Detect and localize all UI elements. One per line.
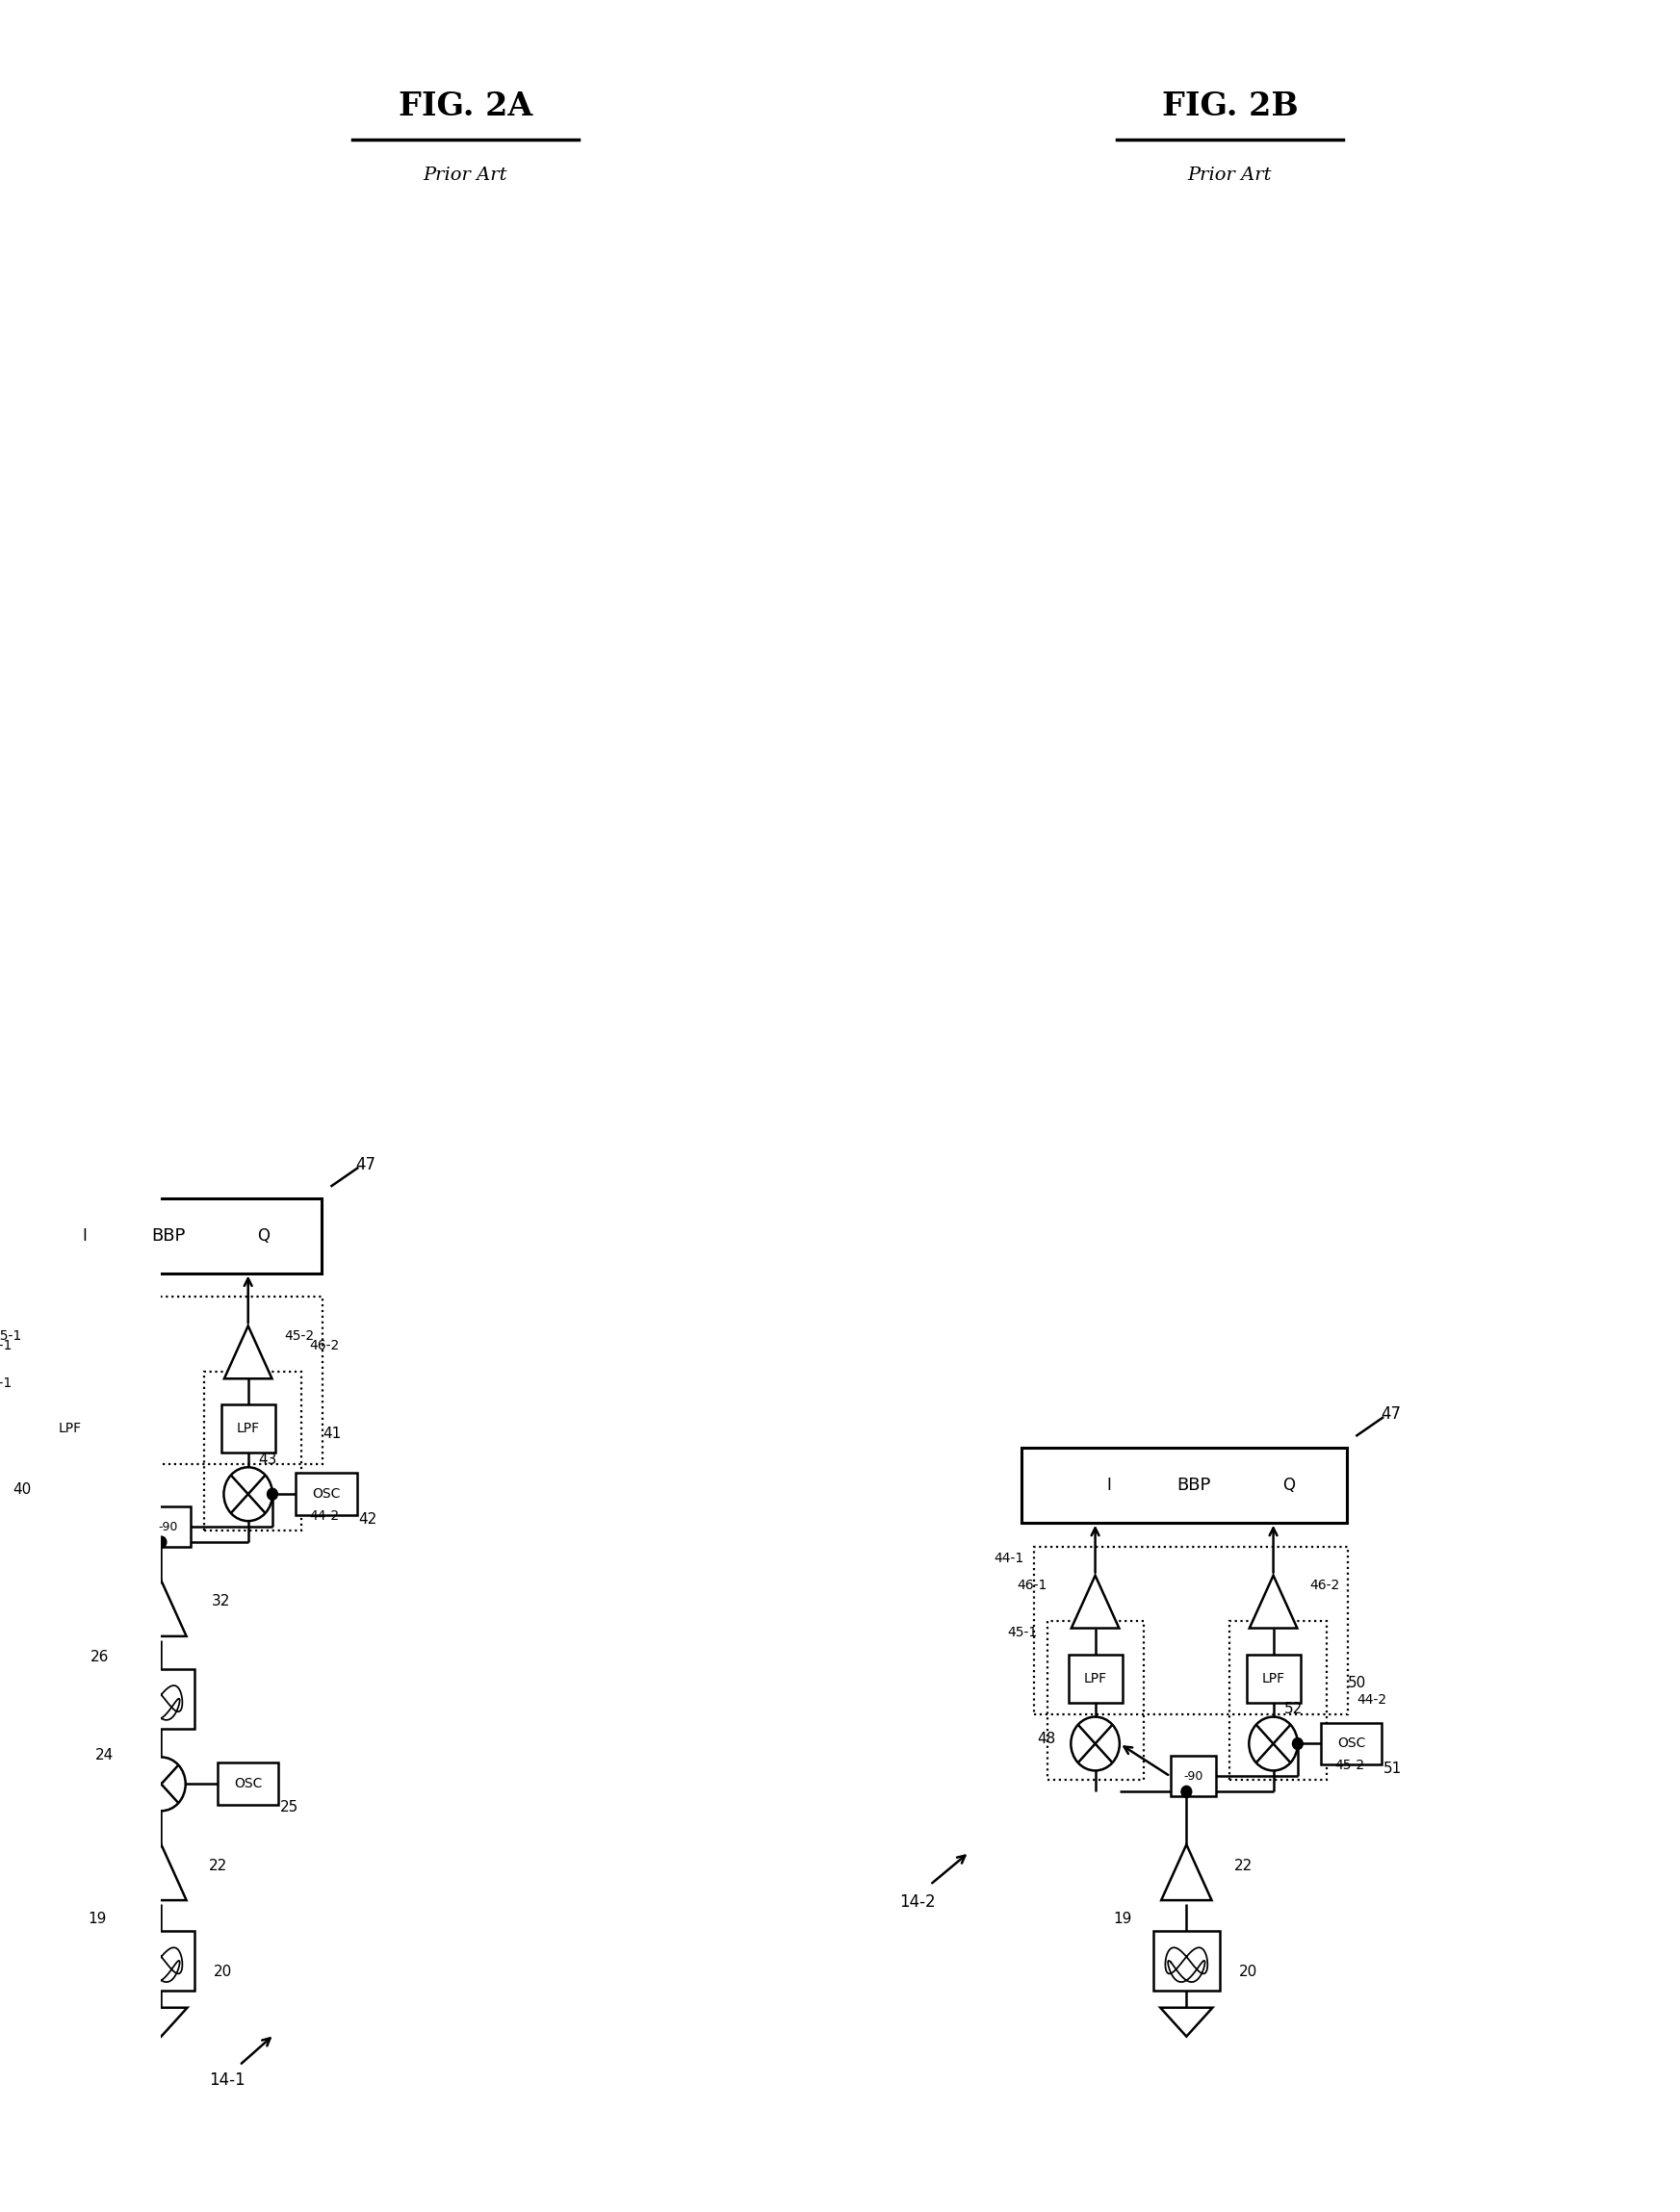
Text: 46-2: 46-2 [1310,1579,1341,1593]
Bar [44,1405,97,1453]
Text: BBP: BBP [1178,1475,1211,1493]
Text: 22: 22 [208,1858,227,1874]
Text: 45-2: 45-2 [1336,1759,1364,1772]
Text: LPF: LPF [237,1422,260,1436]
Bar [1154,1931,1220,1991]
Text: 20: 20 [213,1964,232,1980]
Text: 46-1: 46-1 [0,1338,12,1352]
Circle shape [1292,1739,1304,1750]
Circle shape [223,1467,272,1522]
Text: 25: 25 [281,1801,299,1814]
Circle shape [267,1489,277,1500]
Text: I: I [1107,1475,1112,1493]
Text: 43: 43 [259,1453,277,1467]
Bar [218,1763,279,1805]
Text: 32: 32 [212,1595,230,1608]
Text: Q: Q [1282,1475,1295,1493]
Text: 47: 47 [1381,1405,1401,1422]
Text: -90: -90 [1183,1770,1203,1783]
Polygon shape [1072,1575,1119,1628]
Bar [1320,1723,1383,1765]
Text: LPF: LPF [59,1422,82,1436]
Circle shape [156,1537,166,1548]
Text: OSC: OSC [1337,1736,1366,1750]
Bar [1068,1655,1122,1703]
Bar [128,1668,195,1728]
Circle shape [136,1756,185,1812]
Polygon shape [1161,2008,1213,2037]
Bar [0,1199,323,1274]
Polygon shape [134,2008,186,2037]
Text: Q: Q [257,1228,269,1243]
Text: 26: 26 [91,1650,109,1663]
Text: 48: 48 [1038,1732,1057,1745]
Bar [1171,1756,1216,1796]
Polygon shape [1161,1845,1211,1900]
Text: 45-2: 45-2 [284,1329,314,1343]
Circle shape [1070,1717,1119,1770]
Text: 45-1: 45-1 [0,1329,22,1343]
Text: 40: 40 [12,1482,30,1498]
Text: FIG. 2A: FIG. 2A [398,91,533,122]
Bar [296,1473,356,1515]
Text: OSC: OSC [234,1776,262,1792]
Text: 46-2: 46-2 [309,1338,339,1352]
Text: Prior Art: Prior Art [1188,166,1272,184]
Text: 45-1: 45-1 [1006,1626,1037,1639]
Bar [1047,1621,1144,1781]
Bar [1035,1546,1347,1714]
Text: 44-2: 44-2 [309,1509,339,1522]
Bar [1230,1621,1326,1781]
Text: BBP: BBP [151,1228,186,1243]
Text: 41: 41 [323,1427,341,1440]
Text: 14-2: 14-2 [900,1893,936,1911]
Text: 47: 47 [354,1157,376,1172]
Bar [128,1931,195,1991]
Text: 46-1: 46-1 [1016,1579,1047,1593]
Text: LPF: LPF [1084,1672,1107,1686]
Text: 50: 50 [1347,1677,1366,1690]
Text: -90: -90 [158,1520,178,1533]
Text: 44-2: 44-2 [1357,1692,1386,1705]
Polygon shape [136,1845,186,1900]
Bar [1247,1655,1300,1703]
Bar [144,1506,190,1546]
Text: Prior Art: Prior Art [423,166,507,184]
Circle shape [1248,1717,1297,1770]
Bar [222,1405,276,1453]
Text: 44-1: 44-1 [0,1376,12,1389]
Bar [22,1371,119,1531]
Text: 24: 24 [94,1747,114,1763]
Text: 19: 19 [1114,1911,1132,1927]
Text: 14-1: 14-1 [208,2070,245,2088]
Polygon shape [1250,1575,1297,1628]
Polygon shape [45,1325,94,1378]
Bar [8,1296,323,1464]
Polygon shape [223,1325,272,1378]
Text: I: I [82,1228,86,1243]
Circle shape [1181,1785,1191,1798]
Text: 22: 22 [1235,1858,1253,1874]
Bar [1021,1447,1347,1522]
Text: FIG. 2B: FIG. 2B [1161,91,1299,122]
Circle shape [45,1467,94,1522]
Text: LPF: LPF [1262,1672,1285,1686]
Text: OSC: OSC [312,1486,341,1502]
Text: 19: 19 [87,1911,106,1927]
Text: 44-1: 44-1 [995,1551,1025,1564]
Bar [203,1371,301,1531]
Text: 51: 51 [1384,1761,1403,1776]
Text: 20: 20 [1238,1964,1257,1980]
Polygon shape [136,1582,186,1637]
Text: 42: 42 [358,1511,376,1526]
Text: 52: 52 [1284,1701,1302,1717]
